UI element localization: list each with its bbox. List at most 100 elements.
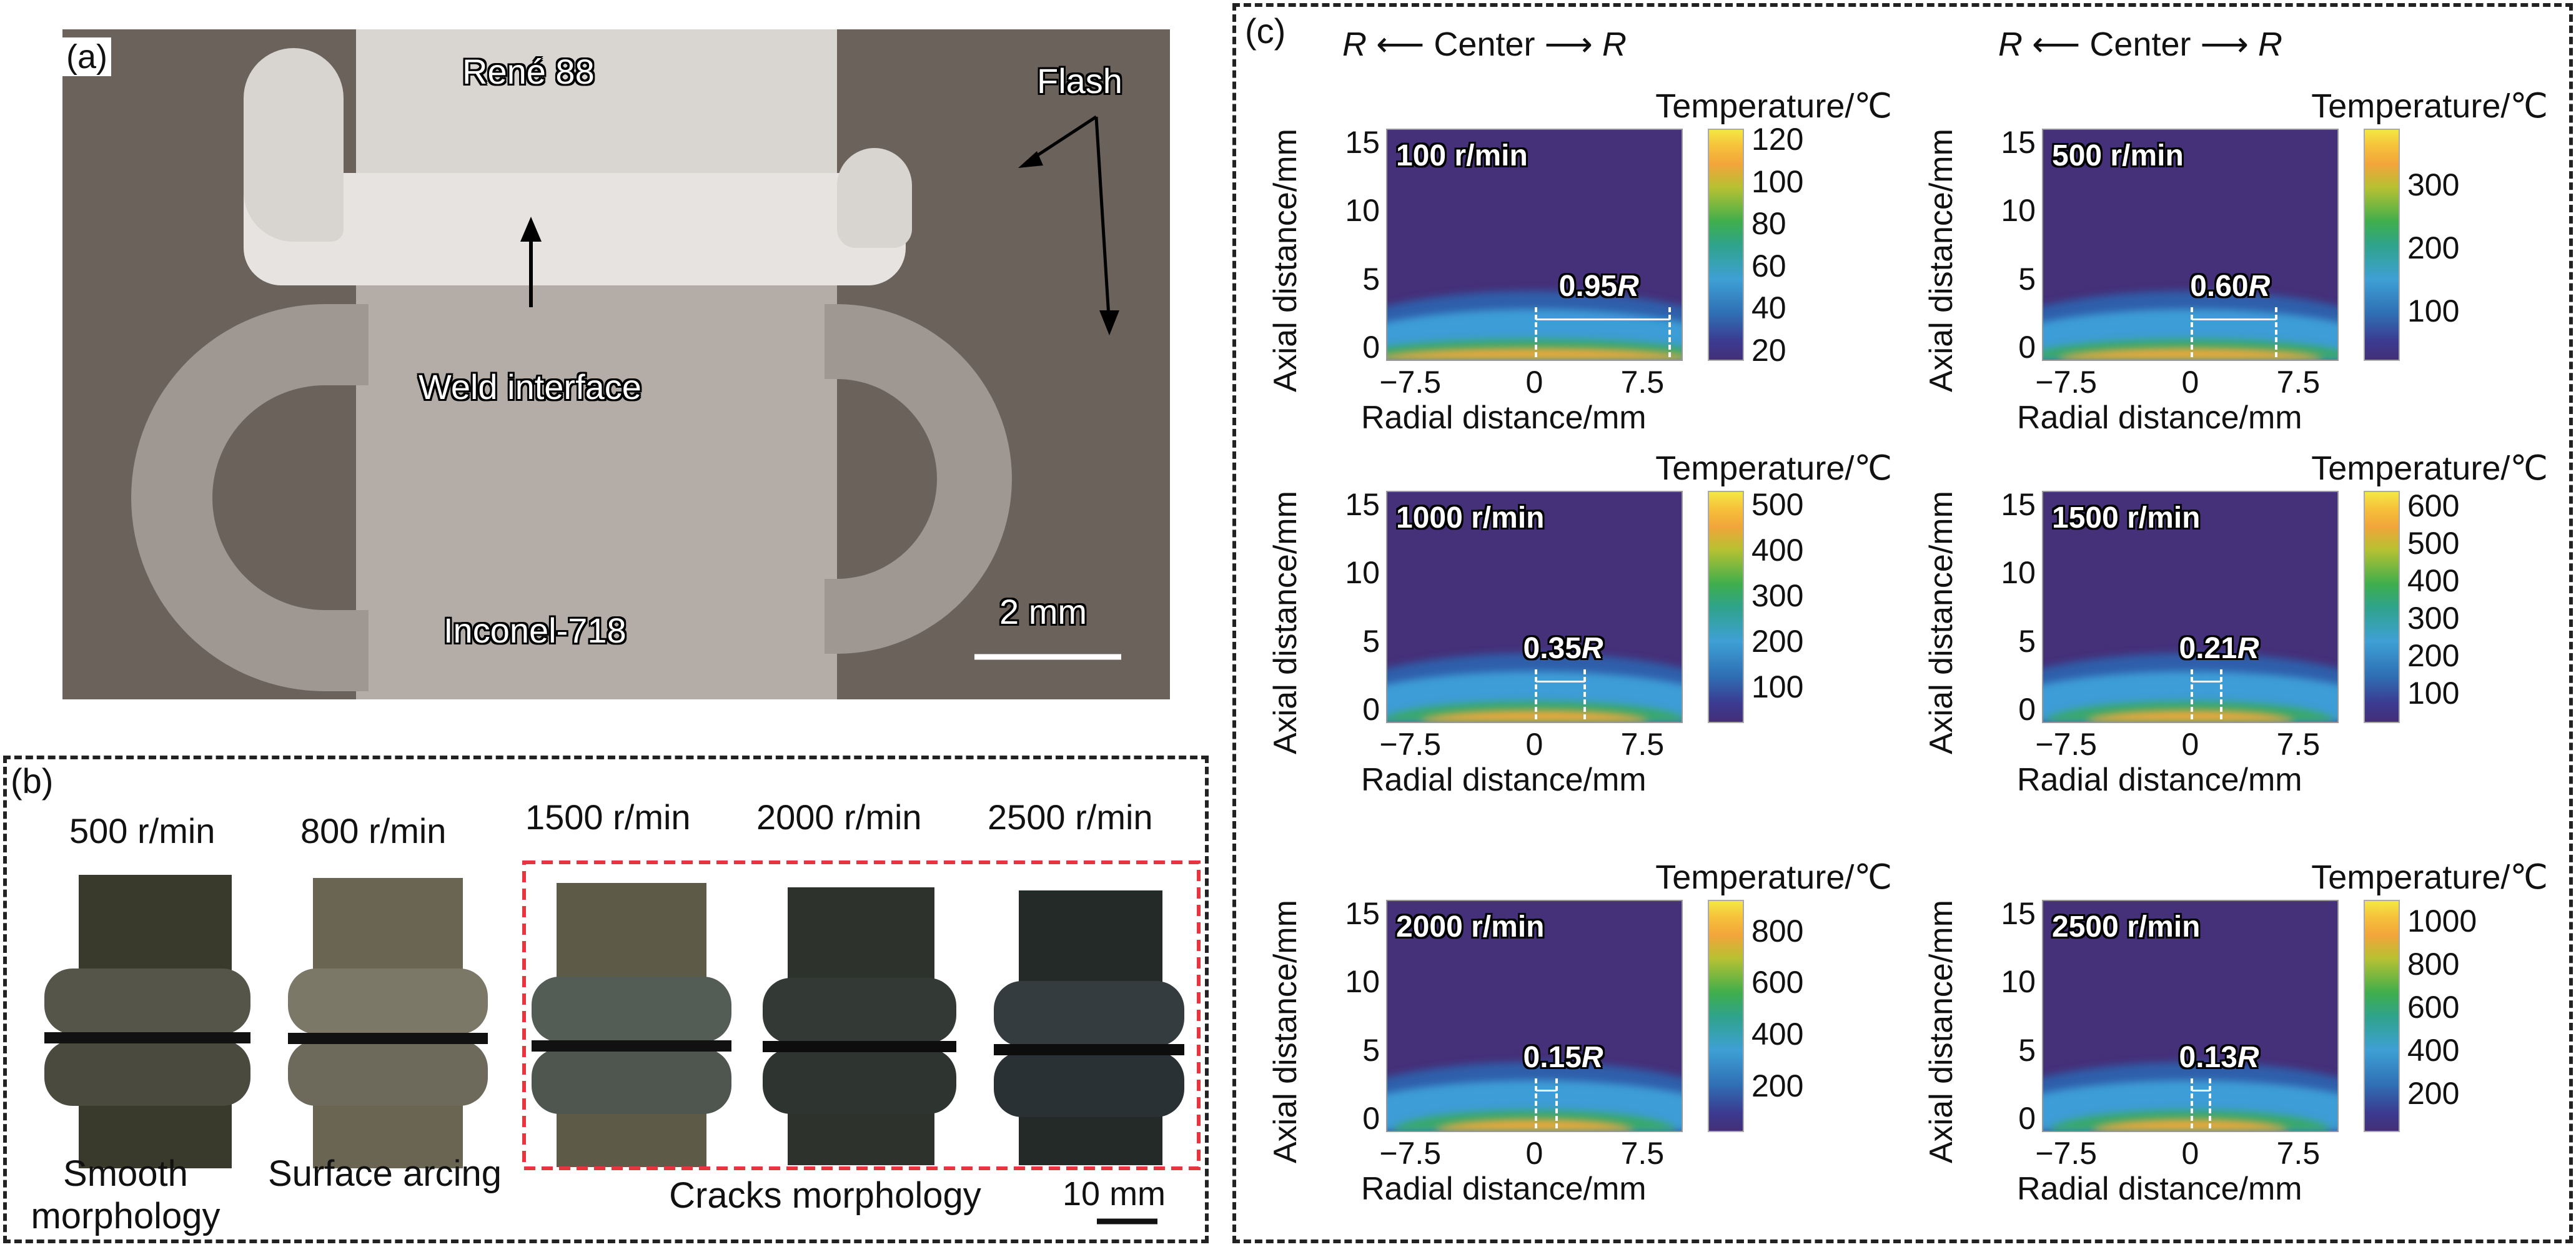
y-tick-label: 15 xyxy=(2001,486,2036,522)
heatmap-subplot: Temperature/℃ 1500 r/min 0.21R 15 10 5 0 −7.5 0 7… xyxy=(1905,416,2548,816)
heatmap-subplot: Temperature/℃ 2000 r/min 0.15R 15 10 5 0 −7.5 0 7… xyxy=(1249,825,1892,1225)
heatmap-subplot: R ⟵ Center ⟶ R Temperature/℃ 100 r/min 0.95… xyxy=(1249,7,1892,436)
speed-label-500: 500 r/min xyxy=(69,811,215,850)
x-tick-label: 7.5 xyxy=(1620,365,1665,400)
speed-label-2000: 2000 r/min xyxy=(756,797,922,837)
heat-layer-hot xyxy=(1420,710,1648,722)
colorbar-tick-label: 600 xyxy=(2407,488,2460,523)
heat-layer-hot xyxy=(2092,1119,2289,1131)
colorbar-title: Temperature/℃ xyxy=(1655,87,1892,125)
colorbar-tick-label: 500 xyxy=(2407,526,2460,561)
y-tick-label: 5 xyxy=(1362,1032,1380,1068)
colorbar-tick-label: 300 xyxy=(2407,167,2460,203)
x-tick-label: 7.5 xyxy=(1620,727,1665,762)
y-tick-label: 10 xyxy=(1345,964,1380,1000)
panel-c: (c) R ⟵ Center ⟶ R Temperature/℃ 100 r/min… xyxy=(1232,3,2573,1243)
speed-annotation: 500 r/min xyxy=(2052,139,2184,172)
fraction-unit: R xyxy=(2248,270,2271,303)
sample-photos xyxy=(44,860,1201,1225)
zone-width-bracket xyxy=(1535,680,1585,683)
x-tick-label: 0 xyxy=(1525,727,1543,762)
y-tick-label: 0 xyxy=(2018,1101,2036,1136)
colorbar-tick-label: 400 xyxy=(2407,1033,2460,1068)
colorbar xyxy=(2364,129,2400,361)
y-tick-label: 10 xyxy=(1345,193,1380,229)
weld-cross-section-image: René 88 Weld interface Inconel-718 Flash… xyxy=(62,29,1170,699)
colorbar-tick-label: 200 xyxy=(1751,1068,1804,1103)
panel-b: (b) 500 r/min 800 r/min 1500 r/min 2000 … xyxy=(3,756,1209,1243)
zone-width-bracket xyxy=(1535,1089,1557,1092)
x-tick-label: 7.5 xyxy=(2276,1136,2321,1171)
sample-800 xyxy=(288,878,488,1168)
heatmap-plot-area: 1500 r/min 0.21R xyxy=(2042,491,2339,723)
fraction-value: 0.21 xyxy=(2179,632,2237,666)
y-axis-label: Axial distance/mm xyxy=(1267,129,1304,392)
smooth-morphology-line1: Smooth xyxy=(63,1153,188,1194)
direction-center: Center xyxy=(1434,26,1535,63)
y-tick-label: 0 xyxy=(1362,1101,1380,1136)
x-axis-label: Radial distance/mm xyxy=(2017,400,2302,436)
center-marker xyxy=(1534,669,1537,719)
x-tick-label: 0 xyxy=(2181,1136,2199,1171)
direction-left-r: R xyxy=(1998,26,2023,63)
x-tick-label: 7.5 xyxy=(1620,1136,1665,1171)
colorbar-tick-label: 500 xyxy=(1751,486,1804,522)
colorbar-tick-label: 600 xyxy=(2407,990,2460,1025)
colorbar-tick-label: 100 xyxy=(1751,669,1804,704)
heat-layer-hot xyxy=(2058,348,2323,360)
interface-arrow-head xyxy=(520,217,542,242)
x-axis-label: Radial distance/mm xyxy=(1361,400,1647,436)
x-tick-label: 7.5 xyxy=(2276,727,2321,762)
x-tick-label: 7.5 xyxy=(2276,365,2321,400)
direction-header: R ⟵ Center ⟶ R xyxy=(1342,26,1627,63)
colorbar-tick-label: 200 xyxy=(1751,623,1804,659)
colorbar-tick-label: 20 xyxy=(1751,333,1786,368)
x-tick-label: 0 xyxy=(2181,365,2199,400)
speed-annotation: 2000 r/min xyxy=(1396,910,1545,944)
colorbar-title: Temperature/℃ xyxy=(1655,859,1892,896)
colorbar-title: Temperature/℃ xyxy=(2311,859,2548,896)
colorbar xyxy=(1708,129,1744,361)
speed-annotation: 100 r/min xyxy=(1396,139,1528,172)
center-marker xyxy=(2190,1078,2193,1128)
heat-zone-fraction-label: 0.13R xyxy=(2179,1040,2259,1075)
x-axis-label: Radial distance/mm xyxy=(1361,762,1647,798)
fraction-value: 0.95 xyxy=(1558,270,1618,303)
colorbar-tick-label: 1000 xyxy=(2407,904,2477,939)
zone-width-bracket xyxy=(2191,1089,2210,1092)
colorbar-title: Temperature/℃ xyxy=(2311,450,2548,487)
heat-layer-hot xyxy=(1435,1119,1634,1131)
colorbar-tick-label: 100 xyxy=(1751,164,1804,199)
y-axis-label: Axial distance/mm xyxy=(1267,491,1304,754)
x-tick-label: −7.5 xyxy=(2035,365,2098,400)
zone-width-bracket xyxy=(2191,318,2276,320)
x-tick-label: −7.5 xyxy=(1379,365,1442,400)
zone-edge-marker xyxy=(2274,307,2277,357)
flash-arrow-lower-head xyxy=(1099,310,1119,335)
y-tick-label: 10 xyxy=(2001,964,2036,1000)
surface-arcing-label: Surface arcing xyxy=(268,1153,502,1194)
rene88-flash-left-curl xyxy=(244,48,344,242)
heat-layer-hot xyxy=(2086,710,2294,722)
cracks-highlight-box xyxy=(522,860,1201,1170)
y-axis-label: Axial distance/mm xyxy=(1923,900,1959,1163)
arrow-left-icon: ⟵ xyxy=(2023,26,2090,63)
colorbar-tick-label: 400 xyxy=(1751,532,1804,568)
scale-bar-a-label: 2 mm xyxy=(999,592,1087,631)
heatmap-plot-area: 1000 r/min 0.35R xyxy=(1386,491,1683,723)
smooth-morphology-label: Smooth morphology xyxy=(13,1153,238,1238)
y-tick-label: 0 xyxy=(1362,330,1380,365)
y-tick-label: 0 xyxy=(2018,692,2036,727)
zone-edge-marker xyxy=(1668,307,1671,357)
cracks-morphology-label: Cracks morphology xyxy=(669,1175,981,1216)
speed-label-1500: 1500 r/min xyxy=(525,797,691,837)
center-marker xyxy=(1534,307,1537,357)
x-tick-label: 0 xyxy=(1525,1136,1543,1171)
flash-arrow-upper xyxy=(1026,115,1097,164)
sample-1500 xyxy=(532,883,731,1167)
heatmap-subplot: Temperature/℃ 2500 r/min 0.13R 15 10 5 0 −7.5 0 7… xyxy=(1905,825,2548,1225)
flash-arrow-lower xyxy=(1094,116,1111,317)
x-tick-label: 0 xyxy=(2181,727,2199,762)
arrow-right-icon: ⟶ xyxy=(1535,26,1602,63)
rene88-flash xyxy=(244,173,906,285)
